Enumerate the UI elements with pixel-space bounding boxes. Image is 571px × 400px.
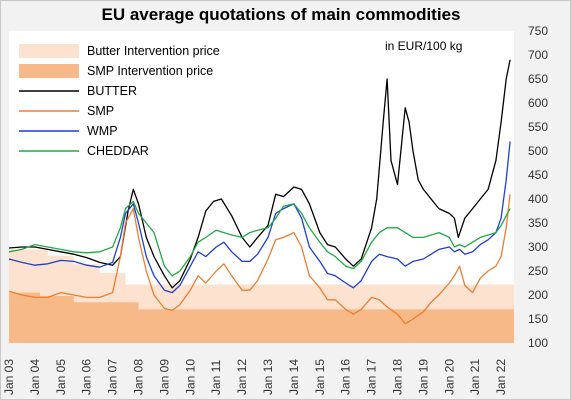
x-tick-label: Jan 19 bbox=[416, 359, 430, 395]
chart-title: EU average quotations of main commoditie… bbox=[101, 5, 461, 24]
x-tick-label: Jan 12 bbox=[235, 359, 249, 395]
y-tick-label: 150 bbox=[528, 312, 548, 326]
x-tick-label: Jan 18 bbox=[390, 359, 404, 395]
x-tick-label: Jan 11 bbox=[209, 360, 223, 395]
x-tick-label: Jan 14 bbox=[287, 359, 301, 395]
series-line-cheddar bbox=[8, 200, 511, 277]
x-tick-label: Jan 22 bbox=[494, 359, 508, 395]
x-tick-label: Jan 03 bbox=[2, 359, 16, 395]
y-tick-label: 350 bbox=[528, 216, 548, 230]
series-line-smp bbox=[8, 194, 511, 325]
legend-swatch-butter_int bbox=[19, 44, 79, 58]
series-lines bbox=[8, 59, 511, 325]
y-tick-label: 750 bbox=[528, 24, 548, 38]
y-tick-label: 450 bbox=[528, 168, 548, 182]
area-smp_int bbox=[9, 292, 514, 343]
x-tick-label: Jan 04 bbox=[28, 359, 42, 395]
x-tick-label: Jan 07 bbox=[106, 359, 120, 395]
x-tick-label: Jan 16 bbox=[339, 359, 353, 395]
x-tick-label: Jan 05 bbox=[54, 359, 68, 395]
unit-note: in EUR/100 kg bbox=[385, 39, 462, 53]
x-tick-label: Jan 15 bbox=[313, 359, 327, 395]
y-tick-label: 400 bbox=[528, 192, 548, 206]
x-tick-label: Jan 21 bbox=[468, 359, 482, 395]
x-tick-label: Jan 09 bbox=[157, 359, 171, 395]
y-tick-label: 700 bbox=[528, 48, 548, 62]
x-tick-label: Jan 20 bbox=[442, 359, 456, 395]
y-tick-label: 650 bbox=[528, 72, 548, 86]
legend-label-cheddar: CHEDDAR bbox=[87, 144, 149, 158]
y-tick-label: 500 bbox=[528, 144, 548, 158]
legend-label-butter_int: Butter Intervention price bbox=[87, 44, 220, 58]
x-axis-ticks: Jan 03 Jan 04 Jan 05 Jan 06 Jan 07 Jan 08 Jan … bbox=[2, 359, 508, 395]
y-tick-label: 100 bbox=[528, 336, 548, 350]
x-tick-label: Jan 08 bbox=[131, 359, 145, 395]
legend-swatch-smp_int bbox=[19, 64, 79, 78]
y-tick-label: 200 bbox=[528, 288, 548, 302]
y-tick-label: 600 bbox=[528, 96, 548, 110]
x-tick-label: Jan 06 bbox=[80, 359, 94, 395]
intervention-areas bbox=[9, 249, 514, 343]
y-axis-ticks: 100 150 200 250 300 350 400 450 500 550 600 650 700 7… bbox=[528, 24, 548, 350]
x-tick-label: Jan 10 bbox=[183, 359, 197, 395]
x-tick-label: Jan 13 bbox=[261, 359, 275, 395]
legend-label-wmp: WMP bbox=[87, 124, 118, 138]
y-tick-label: 300 bbox=[528, 240, 548, 254]
legend-label-smp: SMP bbox=[87, 104, 114, 118]
y-tick-label: 550 bbox=[528, 120, 548, 134]
x-tick-label: Jan 17 bbox=[365, 359, 379, 395]
series-line-wmp bbox=[8, 141, 511, 294]
legend-label-smp_int: SMP Intervention price bbox=[87, 64, 213, 78]
legend: Butter Intervention price SMP Interventio… bbox=[19, 44, 220, 158]
y-tick-label: 250 bbox=[528, 264, 548, 278]
legend-label-butter: BUTTER bbox=[87, 84, 137, 98]
